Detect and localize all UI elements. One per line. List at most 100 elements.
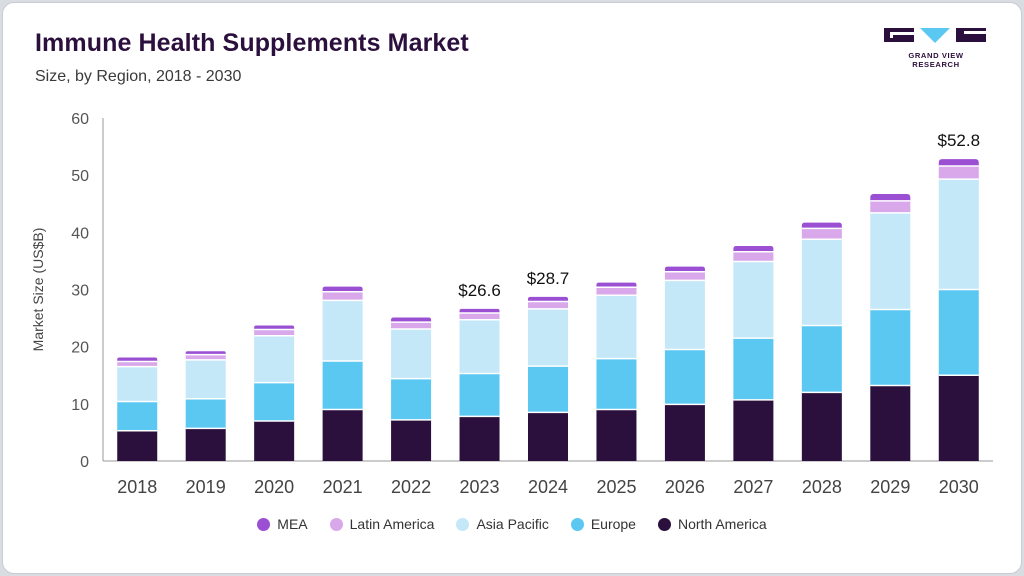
y-tick-label: 60 <box>71 111 89 128</box>
bar-segment-latin-america-2026 <box>664 271 705 281</box>
bar-segment-asia-pacific-2026 <box>664 280 705 350</box>
bar-segment-mea-2023 <box>459 308 500 313</box>
bar-segment-asia-pacific-2029 <box>870 212 911 310</box>
bar-segment-mea-2028 <box>801 222 842 229</box>
legend-swatch <box>657 517 671 531</box>
bar-segment-europe-2026 <box>664 349 705 405</box>
x-tick-label: 2026 <box>665 477 705 497</box>
bar-segment-north-america-2029 <box>870 385 911 461</box>
y-tick-label: 20 <box>71 340 89 357</box>
bar-segment-mea-2019 <box>185 351 226 355</box>
legend-item-latin-america: Latin America <box>329 516 435 532</box>
bar-segment-europe-2018 <box>117 401 158 431</box>
x-tick-label: 2027 <box>733 477 773 497</box>
bar-segment-europe-2023 <box>459 373 500 417</box>
data-label-total: $26.6 <box>458 281 501 300</box>
legend-item-asia-pacific: Asia Pacific <box>456 516 549 532</box>
legend-label: Asia Pacific <box>476 516 549 532</box>
bar-segment-europe-2030 <box>938 289 979 376</box>
x-tick-label: 2022 <box>391 477 431 497</box>
bar-segment-north-america-2024 <box>528 412 568 461</box>
bar-segment-north-america-2026 <box>664 404 705 461</box>
bar-segment-europe-2022 <box>391 378 432 420</box>
legend-label: MEA <box>277 516 308 532</box>
y-tick-label: 30 <box>71 283 89 300</box>
legend-item-mea: MEA <box>257 516 308 532</box>
data-label-total: $28.7 <box>527 269 570 288</box>
y-tick-label: 10 <box>71 397 89 414</box>
x-tick-label: 2024 <box>528 477 568 497</box>
bar-segment-north-america-2027 <box>733 399 774 461</box>
bar-segment-mea-2027 <box>733 246 774 252</box>
bar-segment-mea-2024 <box>528 296 568 302</box>
x-tick-label: 2018 <box>117 477 157 497</box>
y-tick-label: 0 <box>80 454 89 471</box>
legend-item-north-america: North America <box>657 516 767 532</box>
legend-label: North America <box>677 516 767 532</box>
x-tick-label: 2030 <box>939 477 979 497</box>
bar-segment-europe-2019 <box>185 398 226 429</box>
bar-segment-north-america-2028 <box>801 392 842 461</box>
bar-segment-europe-2020 <box>254 382 295 421</box>
bar-segment-north-america-2030 <box>938 375 979 461</box>
grand-view-research-logo <box>884 28 986 43</box>
legend-swatch <box>329 517 343 531</box>
bar-segment-asia-pacific-2030 <box>938 179 979 290</box>
y-axis-label: Market Size (US$B) <box>30 228 46 352</box>
bar-segment-north-america-2023 <box>459 416 500 461</box>
bar-segment-asia-pacific-2023 <box>459 319 500 374</box>
bar-segment-latin-america-2024 <box>528 301 568 309</box>
bar-segment-mea-2026 <box>664 266 705 272</box>
bar-segment-europe-2028 <box>801 325 842 393</box>
bar-segment-asia-pacific-2020 <box>254 335 295 383</box>
bar-segment-asia-pacific-2018 <box>117 366 158 402</box>
bar-segment-mea-2020 <box>254 325 295 330</box>
legend-swatch <box>456 517 470 531</box>
data-label-total: $52.8 <box>937 131 980 150</box>
bar-segment-north-america-2025 <box>596 409 637 461</box>
x-tick-label: 2021 <box>323 477 363 497</box>
bar-segment-europe-2021 <box>322 360 363 410</box>
legend-swatch <box>257 517 271 531</box>
x-tick-label: 2023 <box>460 477 500 497</box>
x-tick-label: 2029 <box>870 477 910 497</box>
legend-label: Latin America <box>349 516 435 532</box>
bar-segment-asia-pacific-2024 <box>528 308 568 367</box>
bar-segment-north-america-2021 <box>322 409 363 461</box>
bar-segment-north-america-2022 <box>391 419 432 461</box>
bar-segment-europe-2025 <box>596 358 637 410</box>
x-tick-label: 2019 <box>186 477 226 497</box>
bar-segment-latin-america-2021 <box>322 291 363 301</box>
chart-title: Immune Health Supplements Market <box>35 29 469 57</box>
y-tick-label: 50 <box>71 168 89 185</box>
bar-segment-mea-2021 <box>322 286 363 292</box>
bar-segment-latin-america-2022 <box>391 322 432 329</box>
x-tick-label: 2025 <box>596 477 636 497</box>
bar-segment-latin-america-2025 <box>596 287 637 296</box>
logo-text: GRAND VIEW RESEARCH <box>908 51 964 69</box>
bar-segment-latin-america-2028 <box>801 228 842 240</box>
bar-segment-mea-2030 <box>938 159 979 167</box>
bar-segment-latin-america-2020 <box>254 329 295 336</box>
bar-segment-latin-america-2027 <box>733 251 774 262</box>
bar-segment-north-america-2020 <box>254 420 295 461</box>
bar-segment-north-america-2018 <box>117 430 158 461</box>
bar-segment-mea-2022 <box>391 317 432 323</box>
bar-segment-asia-pacific-2021 <box>322 300 363 361</box>
chart-legend: MEA Latin America Asia Pacific Europe North … <box>0 516 1024 532</box>
bar-segment-mea-2025 <box>596 282 637 288</box>
y-tick-label: 40 <box>71 225 89 242</box>
bar-segment-latin-america-2019 <box>185 354 226 360</box>
bar-segment-europe-2027 <box>733 338 774 400</box>
bar-segment-asia-pacific-2027 <box>733 261 774 339</box>
bar-segment-mea-2018 <box>117 357 158 362</box>
bar-segment-asia-pacific-2019 <box>185 359 226 399</box>
bar-segment-asia-pacific-2025 <box>596 295 637 359</box>
bar-segment-latin-america-2030 <box>938 166 979 180</box>
bar-segment-asia-pacific-2022 <box>391 328 432 379</box>
legend-swatch <box>570 517 584 531</box>
legend-item-europe: Europe <box>570 516 636 532</box>
bar-segment-asia-pacific-2028 <box>801 239 842 326</box>
